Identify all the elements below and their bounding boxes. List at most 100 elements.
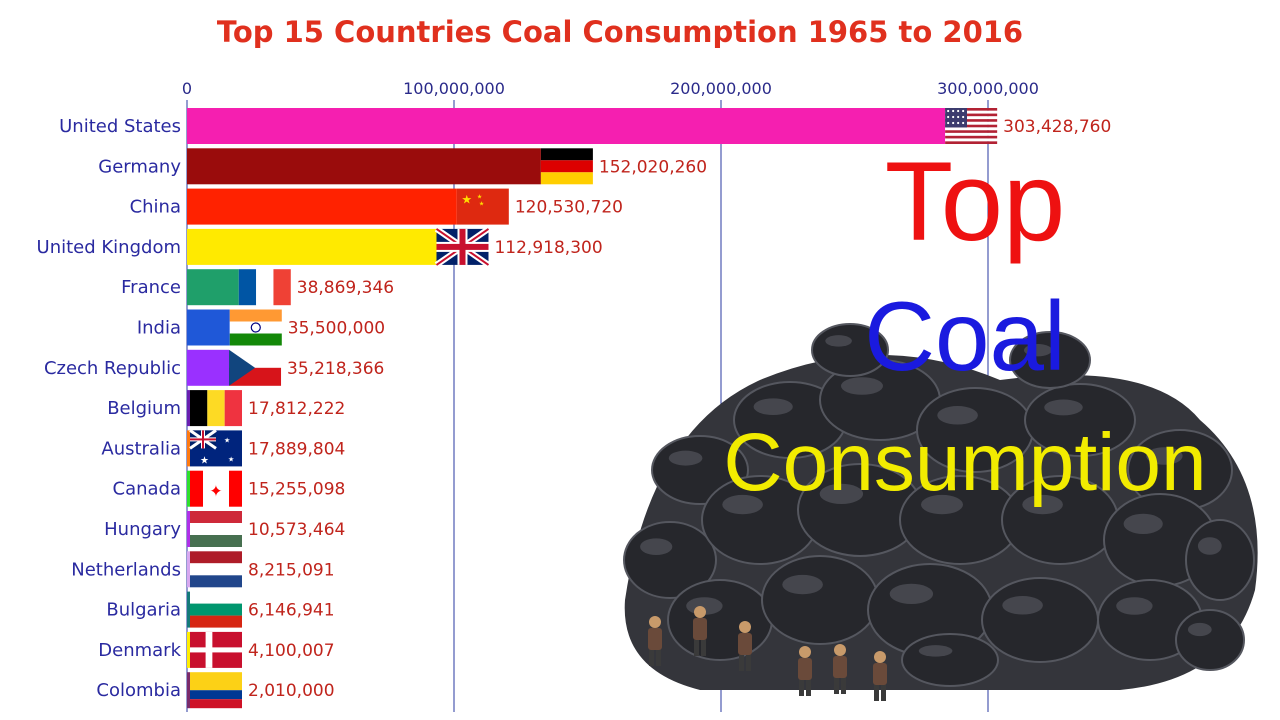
miner-body — [798, 658, 812, 680]
flag-bg-icon — [190, 591, 242, 628]
bar — [187, 511, 190, 547]
coal-highlight — [841, 377, 883, 395]
flag-nl-icon — [190, 551, 242, 588]
value-label: 2,010,000 — [248, 681, 335, 701]
flag-uk-icon — [434, 226, 491, 268]
bar — [187, 148, 541, 185]
miner-leg — [799, 680, 804, 696]
bar-row: France 38,869,346 — [121, 269, 394, 306]
flag-cz-icon — [229, 349, 282, 386]
miner-figure — [649, 616, 661, 628]
flag-au-icon: ★ ★ ★ — [189, 429, 242, 467]
coal-lump — [761, 555, 879, 645]
coal-highlight — [722, 494, 763, 515]
bar — [187, 228, 437, 265]
bar — [187, 188, 457, 225]
svg-text:★: ★ — [479, 201, 484, 208]
x-axis-ticks: 0 100,000,000 200,000,000 300,000,000 — [182, 79, 1039, 98]
bar — [187, 551, 190, 588]
miner-figure — [739, 621, 751, 633]
coal-highlight — [1116, 597, 1153, 615]
coal-highlight — [1146, 447, 1183, 465]
category-label: Denmark — [98, 640, 181, 661]
category-label: China — [130, 197, 181, 218]
miner-leg — [694, 640, 699, 656]
value-label: 35,218,366 — [287, 359, 384, 379]
value-label: 4,100,007 — [248, 641, 335, 661]
overlay-line-consumption: Consumption — [723, 417, 1206, 508]
miner-leg — [874, 685, 879, 701]
coal-highlight — [918, 645, 953, 657]
bar-row: Canada ✦ 15,255,098 — [113, 470, 345, 507]
miner-leg — [739, 655, 744, 671]
miner-leg — [834, 678, 839, 694]
value-label: 35,500,000 — [288, 319, 385, 339]
category-label: Bulgaria — [106, 600, 181, 621]
flag-us-icon — [945, 108, 998, 144]
overlay-line-coal: Coal — [864, 281, 1066, 391]
x-tick-label: 200,000,000 — [670, 79, 772, 98]
coal-highlight — [825, 335, 852, 347]
miner-leg — [806, 680, 811, 696]
coal-highlight — [1024, 344, 1052, 357]
flag-de-icon — [540, 148, 593, 185]
miner-body — [648, 628, 662, 650]
miner-body — [738, 633, 752, 655]
miner-figure — [874, 651, 886, 663]
bar — [187, 349, 230, 386]
bar-row: Hungary 10,573,464 — [104, 511, 345, 547]
x-tick-label: 300,000,000 — [937, 79, 1039, 98]
svg-text:★: ★ — [224, 436, 230, 444]
value-label: 17,889,804 — [248, 439, 345, 459]
coal-highlight — [921, 494, 963, 515]
flag-cn-icon: ★ ★★ — [456, 188, 509, 225]
bar — [187, 430, 190, 467]
bar — [187, 390, 190, 427]
bar-row: Colombia 2,010,000 — [96, 672, 335, 709]
coal-highlight — [640, 538, 673, 556]
svg-text:★: ★ — [477, 194, 482, 201]
coal-pile-image — [623, 323, 1258, 701]
category-label: Czech Republic — [44, 358, 181, 379]
flag-hu-icon — [190, 511, 242, 547]
category-label: Belgium — [107, 398, 181, 419]
category-label: Germany — [98, 156, 181, 177]
coal-highlight — [782, 574, 823, 595]
value-label: 112,918,300 — [494, 238, 602, 258]
overlay-line-top: Top — [885, 139, 1066, 264]
coal-highlight — [1123, 513, 1163, 535]
coal-highlight — [668, 450, 703, 466]
coal-highlight — [819, 483, 864, 505]
coal-lump — [901, 633, 999, 687]
coal-lump — [1185, 519, 1255, 601]
bar-row: Australia ★ ★ ★ 17,889,804 — [101, 429, 345, 467]
bar — [187, 309, 230, 346]
bar — [187, 108, 946, 144]
value-label: 17,812,222 — [248, 399, 345, 419]
value-label: 120,530,720 — [515, 198, 623, 218]
category-label: Netherlands — [71, 559, 181, 580]
miner-figure — [694, 606, 706, 618]
miner-body — [833, 656, 847, 678]
coal-lump — [981, 577, 1099, 663]
bar — [187, 470, 190, 507]
bars: United States 303,428,760 Germany 152,020,2… — [37, 108, 1111, 709]
category-label: United Kingdom — [37, 237, 181, 258]
category-label: Hungary — [104, 519, 181, 540]
value-label: 38,869,346 — [297, 278, 394, 298]
flag-fr-icon — [238, 269, 291, 306]
bar-row: Bulgaria 6,146,941 — [106, 591, 335, 628]
flag-co-icon — [190, 672, 242, 709]
category-label: Australia — [101, 438, 181, 459]
miner-leg — [656, 650, 661, 666]
chart-title: Top 15 Countries Coal Consumption 1965 t… — [217, 15, 1023, 49]
miner-body — [693, 618, 707, 640]
bar-row: Czech Republic 35,218,366 — [44, 349, 384, 386]
bar — [187, 631, 190, 668]
flag-in-icon — [229, 309, 282, 346]
flag-dk-icon — [190, 631, 242, 668]
miner-leg — [701, 640, 706, 656]
value-label: 15,255,098 — [248, 480, 345, 500]
coal-highlight — [753, 398, 793, 416]
